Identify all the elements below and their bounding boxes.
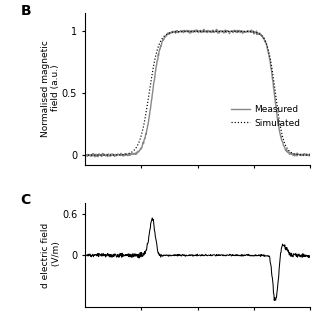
Measured	[217, 29, 220, 33]
Measured	[83, 152, 87, 156]
Simulated	[216, 29, 220, 33]
Y-axis label: d electric field
 (V/m): d electric field (V/m)	[41, 223, 60, 288]
Measured	[185, 29, 189, 33]
Measured	[93, 155, 97, 159]
Simulated	[123, 153, 127, 156]
Text: B: B	[20, 4, 31, 18]
Text: C: C	[20, 193, 31, 207]
Y-axis label: Normalised magnetic
 field (a.u.): Normalised magnetic field (a.u.)	[41, 40, 60, 137]
Measured	[202, 27, 206, 31]
Simulated	[214, 29, 218, 33]
Simulated	[141, 127, 145, 131]
Simulated	[234, 29, 238, 33]
Simulated	[308, 153, 312, 157]
Legend: Measured, Simulated: Measured, Simulated	[227, 101, 304, 131]
Line: Measured: Measured	[85, 29, 310, 157]
Measured	[234, 30, 238, 34]
Measured	[308, 153, 312, 157]
Line: Simulated: Simulated	[85, 31, 310, 155]
Simulated	[253, 30, 257, 34]
Measured	[141, 140, 145, 144]
Measured	[253, 31, 257, 35]
Simulated	[185, 29, 189, 33]
Simulated	[83, 153, 87, 157]
Measured	[123, 153, 127, 157]
